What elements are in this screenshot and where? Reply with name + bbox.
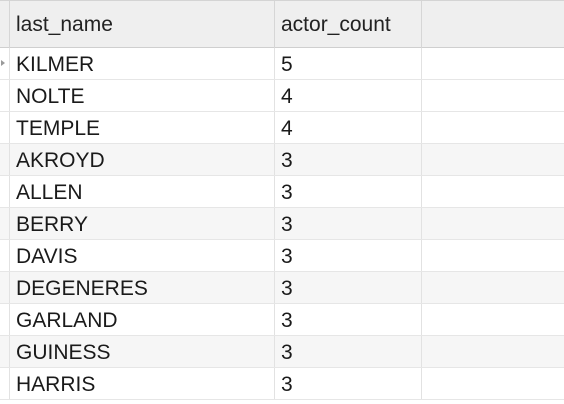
table-row[interactable]: AKROYD 3 — [0, 144, 564, 176]
cell-actor-count[interactable]: 4 — [275, 112, 422, 143]
cell-actor-count[interactable]: 3 — [275, 304, 422, 335]
cell-actor-count[interactable]: 3 — [275, 208, 422, 239]
table-row[interactable]: HARRIS 3 — [0, 368, 564, 400]
table-row[interactable]: NOLTE 4 — [0, 80, 564, 112]
table-row[interactable]: ALLEN 3 — [0, 176, 564, 208]
cell-actor-count[interactable]: 3 — [275, 144, 422, 175]
cell-actor-count[interactable]: 4 — [275, 80, 422, 111]
table-row[interactable]: DAVIS 3 — [0, 240, 564, 272]
cell-last-name[interactable]: AKROYD — [9, 144, 275, 175]
cell-last-name[interactable]: GARLAND — [9, 304, 275, 335]
cell-last-name[interactable]: HARRIS — [9, 368, 275, 399]
cell-actor-count[interactable]: 3 — [275, 176, 422, 207]
row-pointer-icon — [1, 60, 5, 66]
column-header-last-name[interactable]: last_name — [9, 1, 275, 48]
table-row[interactable]: BERRY 3 — [0, 208, 564, 240]
table-row[interactable]: KILMER 5 — [0, 48, 564, 80]
cell-last-name[interactable]: KILMER — [9, 48, 275, 79]
cell-actor-count[interactable]: 3 — [275, 240, 422, 271]
table-row[interactable]: DEGENERES 3 — [0, 272, 564, 304]
table-row[interactable]: GUINESS 3 — [0, 336, 564, 368]
cell-last-name[interactable]: BERRY — [9, 208, 275, 239]
cell-actor-count[interactable]: 5 — [275, 48, 422, 79]
cell-last-name[interactable]: DAVIS — [9, 240, 275, 271]
cell-actor-count[interactable]: 3 — [275, 272, 422, 303]
cell-last-name[interactable]: ALLEN — [9, 176, 275, 207]
cell-actor-count[interactable]: 3 — [275, 336, 422, 367]
cell-last-name[interactable]: TEMPLE — [9, 112, 275, 143]
grid-header: last_name actor_count — [0, 0, 564, 48]
cell-last-name[interactable]: GUINESS — [9, 336, 275, 367]
table-row[interactable]: GARLAND 3 — [0, 304, 564, 336]
cell-last-name[interactable]: NOLTE — [9, 80, 275, 111]
cell-last-name[interactable]: DEGENERES — [9, 272, 275, 303]
column-header-actor-count[interactable]: actor_count — [275, 1, 422, 48]
table-row[interactable]: TEMPLE 4 — [0, 112, 564, 144]
cell-actor-count[interactable]: 3 — [275, 368, 422, 399]
